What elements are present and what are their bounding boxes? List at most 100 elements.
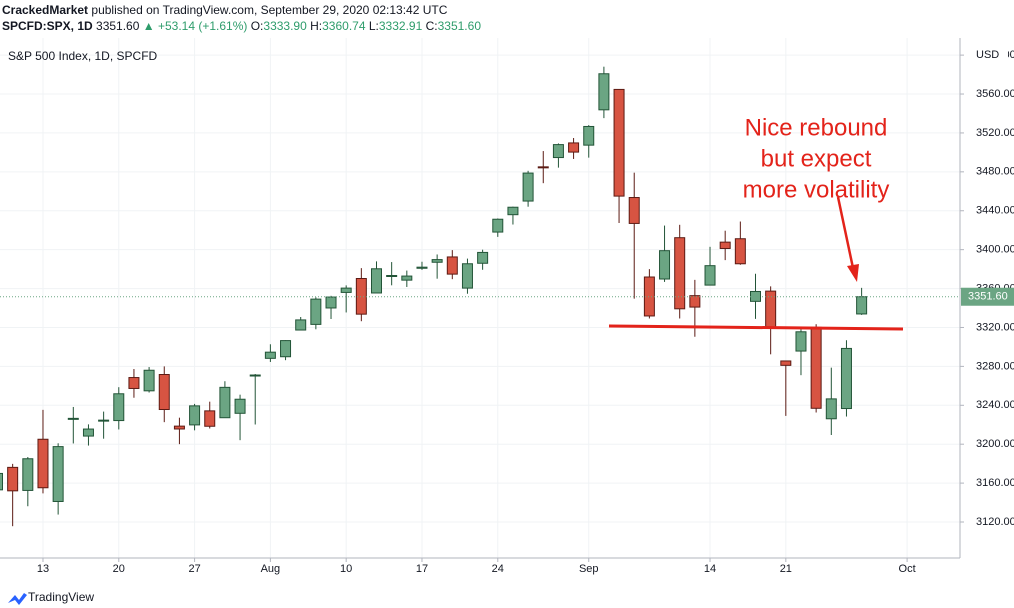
tradingview-logo [8,593,27,605]
x-tick-label: 17 [416,563,428,575]
candle-body [659,250,671,280]
candle-body [825,398,837,420]
candle-body [598,73,610,111]
candle-body [856,296,868,315]
publish-line: CrackedMarket published on TradingView.c… [2,3,447,17]
candle-body [249,374,261,377]
candle-body [477,251,489,264]
candle-body [295,319,307,331]
candle-body [22,458,34,491]
candle-body [719,241,731,249]
annotation-line: Nice rebound [745,114,888,141]
candle-body [310,298,322,325]
y-tick-label: 3400.00 [976,244,1014,256]
candle-body [67,417,79,420]
candle-body [552,144,564,159]
candle-body [173,425,185,430]
candle-body [431,259,443,263]
arrow-head [847,264,859,282]
candle-body [780,360,792,366]
x-tick-label: Aug [261,563,281,575]
candle-body [0,472,3,491]
y-tick-label: 3520.00 [976,127,1014,139]
y-tick-label: 3440.00 [976,205,1014,217]
candle-body [386,275,398,278]
support-line [608,324,904,331]
last-price-label: 3351.60 [968,291,1008,303]
candle-body [401,275,413,281]
low-label: L: [368,19,379,33]
candle-body [7,466,19,492]
x-tick-label: Oct [899,563,916,575]
candle-body [158,374,170,411]
y-tick-label: 3120.00 [976,516,1014,528]
candle-body [325,296,337,309]
annotation-arrow [836,196,855,269]
x-tick-label: 13 [37,563,49,575]
candle-body [507,206,519,216]
y-tick-label: 3240.00 [976,399,1014,411]
candle-body [674,237,686,310]
candle-body [810,326,822,409]
y-tick-label: 3320.00 [976,321,1014,333]
candle-body [340,287,352,293]
x-tick-label: 24 [492,563,504,575]
author[interactable]: CrackedMarket [2,3,89,17]
close-label: C: [425,19,438,33]
candle-body [734,238,746,265]
candle-body [522,172,534,202]
annotation-line: but expect [761,145,872,172]
candle-body [840,347,852,410]
candle-body [446,256,458,275]
close-value: 3351.60 [437,19,481,33]
y-tick-label: 3200.00 [976,438,1014,450]
candle-body [537,166,549,169]
candle-body [689,295,701,308]
plot-background [0,38,1014,558]
candle-body [234,398,246,414]
high-label: H: [310,19,323,33]
chart-title: S&P 500 Index, 1D, SPCFD [8,49,158,63]
brand[interactable]: TradingView [28,590,94,604]
last-price: 3351.60 [96,19,140,33]
candle-body [204,410,216,427]
quote-line: SPCFD:SPX, 1D 3351.60 ▲ +53.14 (+1.61%) … [2,19,481,33]
candle-body [613,88,625,197]
candle-body [98,419,110,422]
x-tick-label: 20 [113,563,125,575]
candle-body [583,125,595,146]
candle-body [461,263,473,289]
y-tick-label: 3480.00 [976,166,1014,178]
last-price-badge [961,287,1014,306]
candle-body [628,197,640,224]
annotation-line: more volatility [743,176,890,203]
candle-body [371,268,382,294]
candle-body [143,369,155,392]
candle-body [189,405,201,426]
y-tick-label: 3160.00 [976,477,1014,489]
x-tick-label: 14 [704,563,716,575]
candle-body [795,331,807,352]
candle-body [219,386,231,419]
logo-mark [8,593,27,605]
candle-body [82,428,94,437]
y-tick-label: 3280.00 [976,360,1014,372]
candle-body [264,351,276,359]
candle-body [704,265,716,286]
open-label: O: [250,19,264,33]
low-value: 3332.91 [378,19,423,33]
candle-body [37,438,49,489]
y-tick-label: 3560.00 [976,88,1014,100]
candle-body [492,218,504,233]
symbol: SPCFD:SPX, 1D [2,19,93,33]
candle-body [568,142,580,153]
open-value: 3333.90 [263,19,307,33]
x-tick-label: 27 [188,563,200,575]
currency-label: USD [976,49,999,61]
candle-body [280,340,292,358]
published-info: published on TradingView.com, September … [91,3,448,17]
candle-body [52,446,64,502]
candle-body [113,393,125,422]
